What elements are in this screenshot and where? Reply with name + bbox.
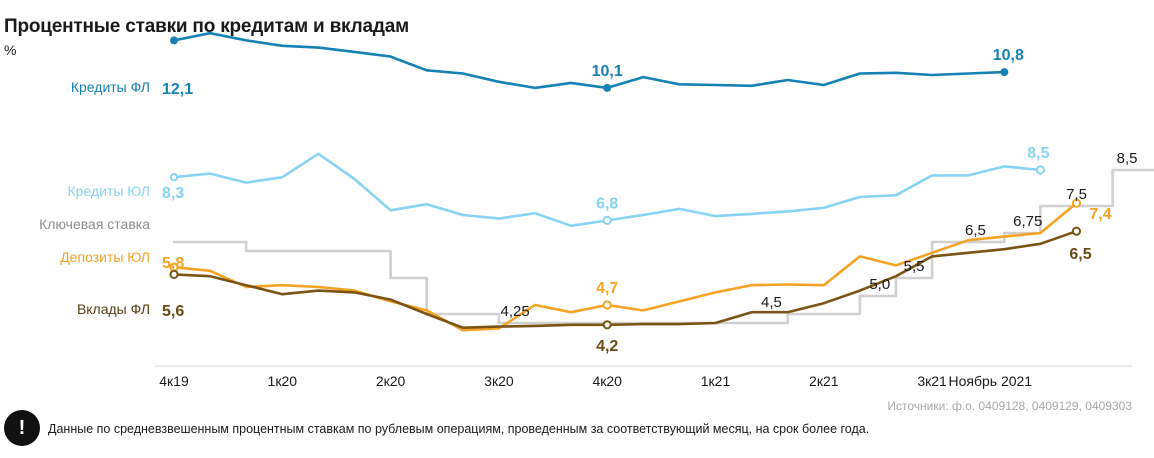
footnote-text: Данные по средневзвешенным процентным ст… bbox=[48, 422, 870, 436]
line-chart: Ключевая ставка 4,25 4,5 5,0 5,5 6,5 6,75 7,5 8,… bbox=[39, 31, 1154, 389]
x-tick-label: 3к21 bbox=[917, 373, 947, 389]
data-label-key-rate: 8,5 bbox=[1117, 150, 1138, 167]
data-point-corporate-loans bbox=[1035, 165, 1046, 175]
chart-title: Процентные ставки по кредитам и вкладам bbox=[4, 16, 409, 37]
legend-label-retail-deposits: Вклады ФЛ bbox=[77, 301, 150, 317]
data-point-retail-loans bbox=[603, 83, 612, 92]
data-label-corporate-loans: 8,5 bbox=[1027, 145, 1049, 162]
data-label-key-rate: 6,5 bbox=[965, 222, 986, 239]
data-label-corporate-loans: 6,8 bbox=[596, 195, 618, 212]
data-label-retail-loans: 10,1 bbox=[592, 63, 623, 80]
data-point-retail-loans bbox=[1000, 68, 1009, 77]
x-tick-layer: 4к19 1к20 2к20 3к20 4к20 1к21 2к21 3к21 Ноябрь 2… bbox=[159, 373, 1032, 389]
data-point-corporate-loans bbox=[602, 215, 612, 225]
data-point-retail-loans bbox=[170, 36, 178, 45]
x-tick-label: 1к20 bbox=[268, 373, 298, 389]
data-label-key-rate: 5,5 bbox=[904, 258, 925, 275]
x-tick-label: 2к21 bbox=[809, 373, 839, 389]
unit-label: % bbox=[4, 42, 17, 58]
legend-label-key-rate: Ключевая ставка bbox=[39, 216, 150, 232]
data-label-retail-loans: 10,8 bbox=[993, 47, 1024, 64]
data-point-retail-deposits bbox=[169, 269, 179, 279]
data-label-key-rate: 6,75 bbox=[1013, 213, 1042, 230]
series-line-key-rate bbox=[172, 168, 1154, 325]
data-point-corporate-deposits bbox=[602, 300, 612, 310]
x-tick-label: 3к20 bbox=[484, 373, 514, 389]
data-point-corporate-deposits bbox=[1071, 198, 1082, 208]
series-line-corporate-deposits bbox=[172, 201, 1078, 332]
series-line-retail-deposits bbox=[172, 229, 1078, 330]
start-value-label-retail-deposits: 5,6 bbox=[162, 303, 184, 320]
label-layer: Ключевая ставка 4,25 4,5 5,0 5,5 6,5 6,75 7,5 8,… bbox=[39, 47, 1137, 355]
x-tick-label: 4к19 bbox=[159, 373, 189, 389]
start-value-label-corporate-deposits: 5,8 bbox=[162, 255, 184, 272]
data-point-retail-deposits bbox=[1071, 226, 1082, 236]
exclamation-icon: ! bbox=[4, 410, 40, 446]
source-note: Источники: ф.о. 0409128, 0409129, 040930… bbox=[887, 399, 1132, 413]
start-value-label-corporate-loans: 8,3 bbox=[162, 185, 184, 202]
x-tick-label: 4к20 bbox=[592, 373, 622, 389]
legend-label-corporate-loans: Кредиты ЮЛ bbox=[68, 183, 150, 199]
start-value-label-retail-loans: 12,1 bbox=[162, 81, 193, 98]
data-label-key-rate: 4,5 bbox=[761, 294, 782, 311]
x-tick-label: 1к21 bbox=[701, 373, 731, 389]
legend-label-corporate-deposits: Депозиты ЮЛ bbox=[60, 249, 150, 265]
series-line-retail-loans bbox=[172, 31, 1006, 90]
data-label-retail-deposits: 6,5 bbox=[1069, 246, 1091, 263]
data-point-corporate-loans bbox=[169, 173, 179, 182]
data-point-retail-deposits bbox=[602, 320, 612, 330]
data-label-key-rate: 7,5 bbox=[1066, 186, 1087, 203]
data-label-key-rate: 4,25 bbox=[501, 303, 530, 320]
x-tick-label: Ноябрь 2021 bbox=[948, 373, 1032, 389]
legend-label-retail-loans: Кредиты ФЛ bbox=[71, 79, 150, 95]
series-line-corporate-loans bbox=[172, 152, 1042, 228]
x-tick-label: 2к20 bbox=[376, 373, 406, 389]
data-label-key-rate: 5,0 bbox=[869, 276, 890, 293]
data-label-retail-deposits: 4,2 bbox=[596, 338, 618, 355]
data-label-corporate-deposits: 4,7 bbox=[596, 280, 618, 297]
series-layer bbox=[169, 31, 1154, 332]
data-label-corporate-deposits: 7,4 bbox=[1089, 206, 1111, 223]
